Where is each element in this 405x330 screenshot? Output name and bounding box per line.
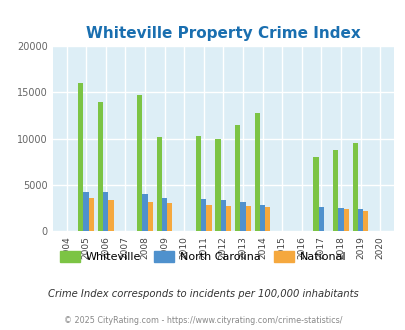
Bar: [215, 139, 220, 231]
Bar: [142, 194, 147, 231]
Bar: [83, 192, 89, 231]
Bar: [108, 200, 113, 231]
Bar: [254, 113, 259, 231]
Bar: [337, 208, 343, 231]
Bar: [362, 211, 367, 231]
Text: Crime Index corresponds to incidents per 100,000 inhabitants: Crime Index corresponds to incidents per…: [47, 289, 358, 299]
Bar: [98, 102, 103, 231]
Bar: [343, 209, 348, 231]
Bar: [259, 205, 264, 231]
Bar: [167, 203, 172, 231]
Bar: [226, 206, 231, 231]
Bar: [136, 95, 142, 231]
Bar: [78, 83, 83, 231]
Title: Whiteville Property Crime Index: Whiteville Property Crime Index: [86, 26, 360, 41]
Bar: [206, 205, 211, 231]
Bar: [240, 202, 245, 231]
Bar: [318, 207, 323, 231]
Bar: [332, 150, 337, 231]
Legend: Whiteville, North Carolina, National: Whiteville, North Carolina, National: [55, 247, 350, 267]
Bar: [357, 209, 362, 231]
Bar: [156, 137, 162, 231]
Bar: [147, 202, 152, 231]
Bar: [103, 192, 108, 231]
Bar: [313, 157, 318, 231]
Bar: [264, 207, 270, 231]
Bar: [352, 143, 357, 231]
Bar: [89, 198, 94, 231]
Bar: [200, 199, 206, 231]
Bar: [245, 206, 250, 231]
Bar: [162, 198, 167, 231]
Bar: [195, 136, 200, 231]
Bar: [234, 125, 240, 231]
Bar: [220, 200, 226, 231]
Text: © 2025 CityRating.com - https://www.cityrating.com/crime-statistics/: © 2025 CityRating.com - https://www.city…: [64, 316, 341, 325]
